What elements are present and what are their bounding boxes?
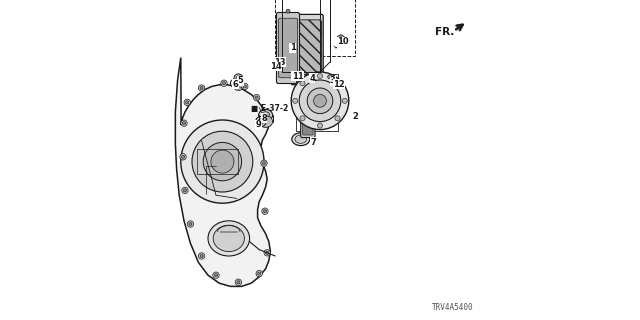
- Circle shape: [291, 72, 349, 130]
- Circle shape: [317, 123, 323, 128]
- Ellipse shape: [213, 225, 244, 252]
- Circle shape: [182, 187, 188, 194]
- Circle shape: [258, 119, 264, 124]
- Circle shape: [234, 74, 243, 83]
- Circle shape: [230, 79, 238, 87]
- Text: 10: 10: [337, 37, 348, 46]
- Circle shape: [223, 82, 226, 85]
- Circle shape: [262, 208, 268, 214]
- Text: 9: 9: [256, 120, 261, 129]
- Circle shape: [256, 270, 262, 277]
- Text: 3: 3: [330, 76, 335, 85]
- Circle shape: [335, 81, 340, 86]
- Circle shape: [204, 142, 242, 181]
- Polygon shape: [337, 35, 344, 42]
- Text: 1: 1: [290, 44, 296, 52]
- Circle shape: [214, 274, 218, 277]
- Bar: [275, 0, 355, 56]
- Text: 7: 7: [311, 138, 316, 147]
- Circle shape: [298, 77, 301, 80]
- Text: 5: 5: [237, 76, 244, 85]
- Text: 2: 2: [352, 112, 358, 121]
- Text: 12: 12: [333, 80, 345, 89]
- Circle shape: [243, 85, 246, 88]
- FancyBboxPatch shape: [292, 20, 322, 79]
- Circle shape: [181, 120, 264, 203]
- Circle shape: [181, 120, 187, 126]
- Circle shape: [328, 75, 332, 79]
- Ellipse shape: [292, 133, 310, 146]
- Text: 8: 8: [261, 114, 267, 123]
- Ellipse shape: [235, 87, 242, 91]
- FancyBboxPatch shape: [301, 118, 315, 138]
- Circle shape: [184, 189, 187, 192]
- Circle shape: [212, 272, 219, 278]
- Circle shape: [232, 81, 236, 85]
- Text: 13: 13: [274, 58, 286, 67]
- Circle shape: [184, 99, 191, 106]
- Circle shape: [264, 250, 270, 256]
- Circle shape: [317, 73, 323, 78]
- Text: FR.: FR.: [435, 27, 454, 37]
- Circle shape: [180, 154, 186, 160]
- Text: 14: 14: [270, 62, 282, 71]
- Circle shape: [300, 80, 341, 122]
- Circle shape: [200, 254, 204, 258]
- Ellipse shape: [208, 221, 250, 256]
- Text: ■ E-37-2: ■ E-37-2: [251, 104, 289, 113]
- Circle shape: [242, 83, 248, 90]
- Circle shape: [300, 81, 305, 86]
- Circle shape: [262, 162, 266, 165]
- Circle shape: [335, 116, 340, 121]
- Polygon shape: [175, 58, 270, 286]
- Circle shape: [286, 9, 290, 13]
- FancyBboxPatch shape: [291, 14, 323, 85]
- Circle shape: [255, 96, 259, 99]
- Circle shape: [182, 122, 186, 125]
- Circle shape: [264, 120, 268, 123]
- Text: 4: 4: [309, 74, 315, 83]
- Text: 6: 6: [232, 80, 238, 89]
- FancyBboxPatch shape: [303, 122, 313, 135]
- Circle shape: [261, 160, 268, 166]
- Circle shape: [292, 98, 298, 103]
- Circle shape: [182, 155, 184, 158]
- Circle shape: [198, 253, 205, 259]
- Circle shape: [200, 86, 204, 90]
- Circle shape: [307, 88, 333, 114]
- Circle shape: [236, 76, 241, 81]
- Circle shape: [221, 80, 227, 86]
- Circle shape: [186, 101, 189, 104]
- Circle shape: [314, 94, 326, 107]
- FancyBboxPatch shape: [278, 18, 298, 78]
- Circle shape: [236, 279, 242, 285]
- Circle shape: [342, 98, 348, 103]
- Ellipse shape: [261, 112, 270, 119]
- Circle shape: [237, 281, 240, 284]
- Circle shape: [253, 94, 260, 101]
- Bar: [296, 74, 338, 131]
- Circle shape: [198, 85, 205, 91]
- Circle shape: [296, 75, 302, 82]
- Ellipse shape: [259, 116, 273, 127]
- Circle shape: [211, 150, 234, 173]
- Text: 11: 11: [292, 72, 303, 81]
- Ellipse shape: [259, 109, 273, 121]
- Circle shape: [266, 251, 269, 254]
- FancyBboxPatch shape: [276, 12, 300, 84]
- Text: TRV4A5400: TRV4A5400: [432, 303, 474, 312]
- Polygon shape: [335, 79, 340, 84]
- Circle shape: [262, 118, 269, 125]
- Circle shape: [257, 272, 261, 275]
- Circle shape: [189, 222, 192, 226]
- Circle shape: [192, 131, 253, 192]
- Ellipse shape: [295, 135, 307, 143]
- Circle shape: [256, 116, 266, 127]
- Circle shape: [188, 221, 193, 227]
- Circle shape: [300, 116, 305, 121]
- Circle shape: [264, 210, 267, 213]
